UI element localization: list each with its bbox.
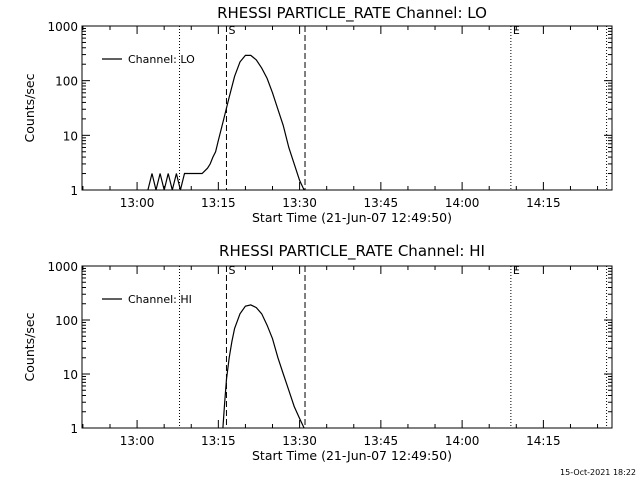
x-tick-label: 13:00 [120,434,155,448]
x-tick-label: 13:45 [364,196,399,210]
y-tick-label: 1 [70,184,78,198]
plot-frame [81,265,613,429]
x-tick-label: 14:00 [445,434,480,448]
footer-timestamp: 15-Oct-2021 18:22 [560,468,636,477]
x-tick-label: 14:15 [526,196,561,210]
y-axis-label: Counts/sec [22,73,37,142]
y-tick-label: 10 [63,129,78,143]
event-marker-label: S [228,264,235,277]
x-tick-label: 13:30 [282,196,317,210]
x-axis-label: Start Time (21-Jun-07 12:49:50) [252,448,452,463]
event-marker-label: E [513,264,520,277]
event-marker-label: E [513,24,520,37]
x-tick-label: 13:30 [282,434,317,448]
x-tick-label: 13:15 [201,434,236,448]
series-line [222,304,305,429]
event-marker-label: S [228,24,235,37]
chart-panel: RHESSI PARTICLE_RATE Channel: LO 1 10 100 10… [22,4,613,225]
series-line [147,54,305,191]
x-tick-label: 13:00 [120,196,155,210]
y-tick-label: 100 [55,75,78,89]
chart-title: RHESSI PARTICLE_RATE Channel: LO [217,4,487,23]
y-tick-label: 10 [63,368,78,382]
x-tick-label: 13:15 [201,196,236,210]
chart-panel: RHESSI PARTICLE_RATE Channel: HI 1 10 100 10… [22,242,613,463]
x-tick-label: 13:45 [364,434,399,448]
legend-label: Channel: LO [128,53,195,66]
x-axis-label: Start Time (21-Jun-07 12:49:50) [252,210,452,225]
x-tick-label: 14:15 [526,434,561,448]
y-tick-label: 100 [55,314,78,328]
legend-label: Channel: HI [128,293,192,306]
y-tick-label: 1 [70,422,78,436]
y-tick-label: 1000 [47,20,78,34]
plot-frame [81,25,613,191]
y-tick-label: 1000 [47,260,78,274]
chart-title: RHESSI PARTICLE_RATE Channel: HI [219,242,485,261]
x-tick-label: 14:00 [445,196,480,210]
y-axis-label: Counts/sec [22,312,37,381]
